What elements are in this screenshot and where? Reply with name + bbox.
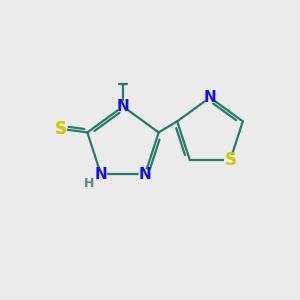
- Ellipse shape: [139, 170, 151, 179]
- Ellipse shape: [55, 125, 66, 134]
- Ellipse shape: [55, 125, 66, 134]
- Ellipse shape: [225, 155, 236, 164]
- Text: N: N: [139, 167, 152, 182]
- Text: N: N: [204, 90, 216, 105]
- Text: H: H: [84, 177, 94, 190]
- Text: N: N: [117, 99, 129, 114]
- Ellipse shape: [95, 170, 107, 179]
- Text: S: S: [224, 151, 236, 169]
- Text: S: S: [54, 120, 66, 138]
- Ellipse shape: [204, 93, 216, 102]
- Text: N: N: [94, 167, 107, 182]
- Text: S: S: [54, 120, 66, 138]
- Ellipse shape: [117, 102, 129, 111]
